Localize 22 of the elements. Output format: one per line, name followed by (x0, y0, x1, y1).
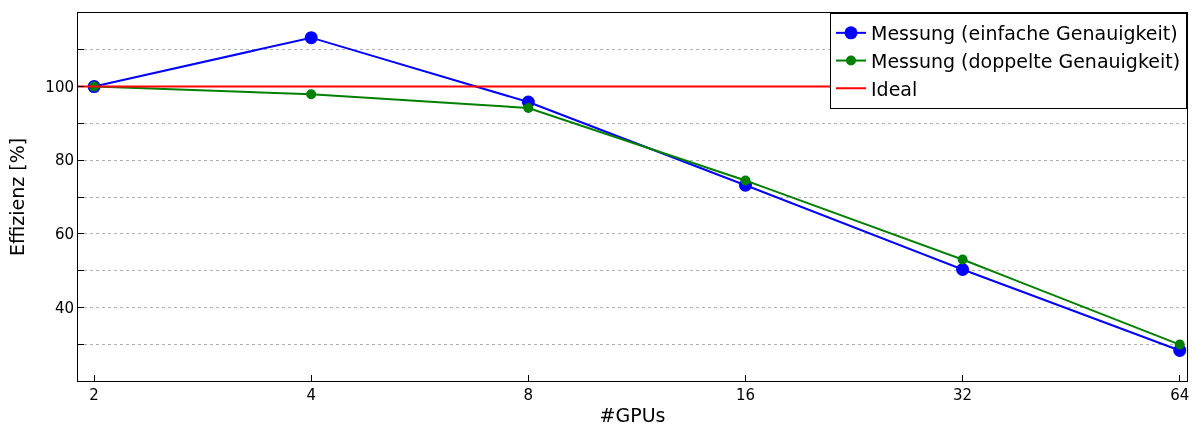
point (523, 102, 534, 113)
point (956, 263, 970, 276)
x-tick-label: 4 (306, 386, 316, 404)
point (304, 31, 318, 45)
point (1174, 339, 1185, 350)
y-tick-label: 60 (54, 225, 74, 244)
x-tick-label: 64 (1170, 386, 1190, 404)
y-tick-label: 100 (45, 77, 74, 96)
point (957, 254, 968, 265)
y-axis-title: Effizienz [%] (6, 137, 29, 257)
x-tick-label: 8 (523, 386, 534, 404)
x-tick-label: 16 (735, 386, 756, 404)
legend-label: Messung (einfache Genauigkeit) (871, 22, 1178, 45)
x-axis-title: #GPUs (599, 403, 666, 426)
x-tick-label: 32 (953, 386, 973, 404)
y-tick-label: 40 (54, 298, 74, 317)
y-tick-label: 80 (54, 151, 74, 170)
point (740, 175, 751, 186)
point (306, 89, 317, 100)
legend-label: Messung (doppelte Genauigkeit) (871, 49, 1181, 72)
ref-line-label: Ideal (871, 77, 918, 100)
x-tick-label: 2 (89, 386, 99, 404)
